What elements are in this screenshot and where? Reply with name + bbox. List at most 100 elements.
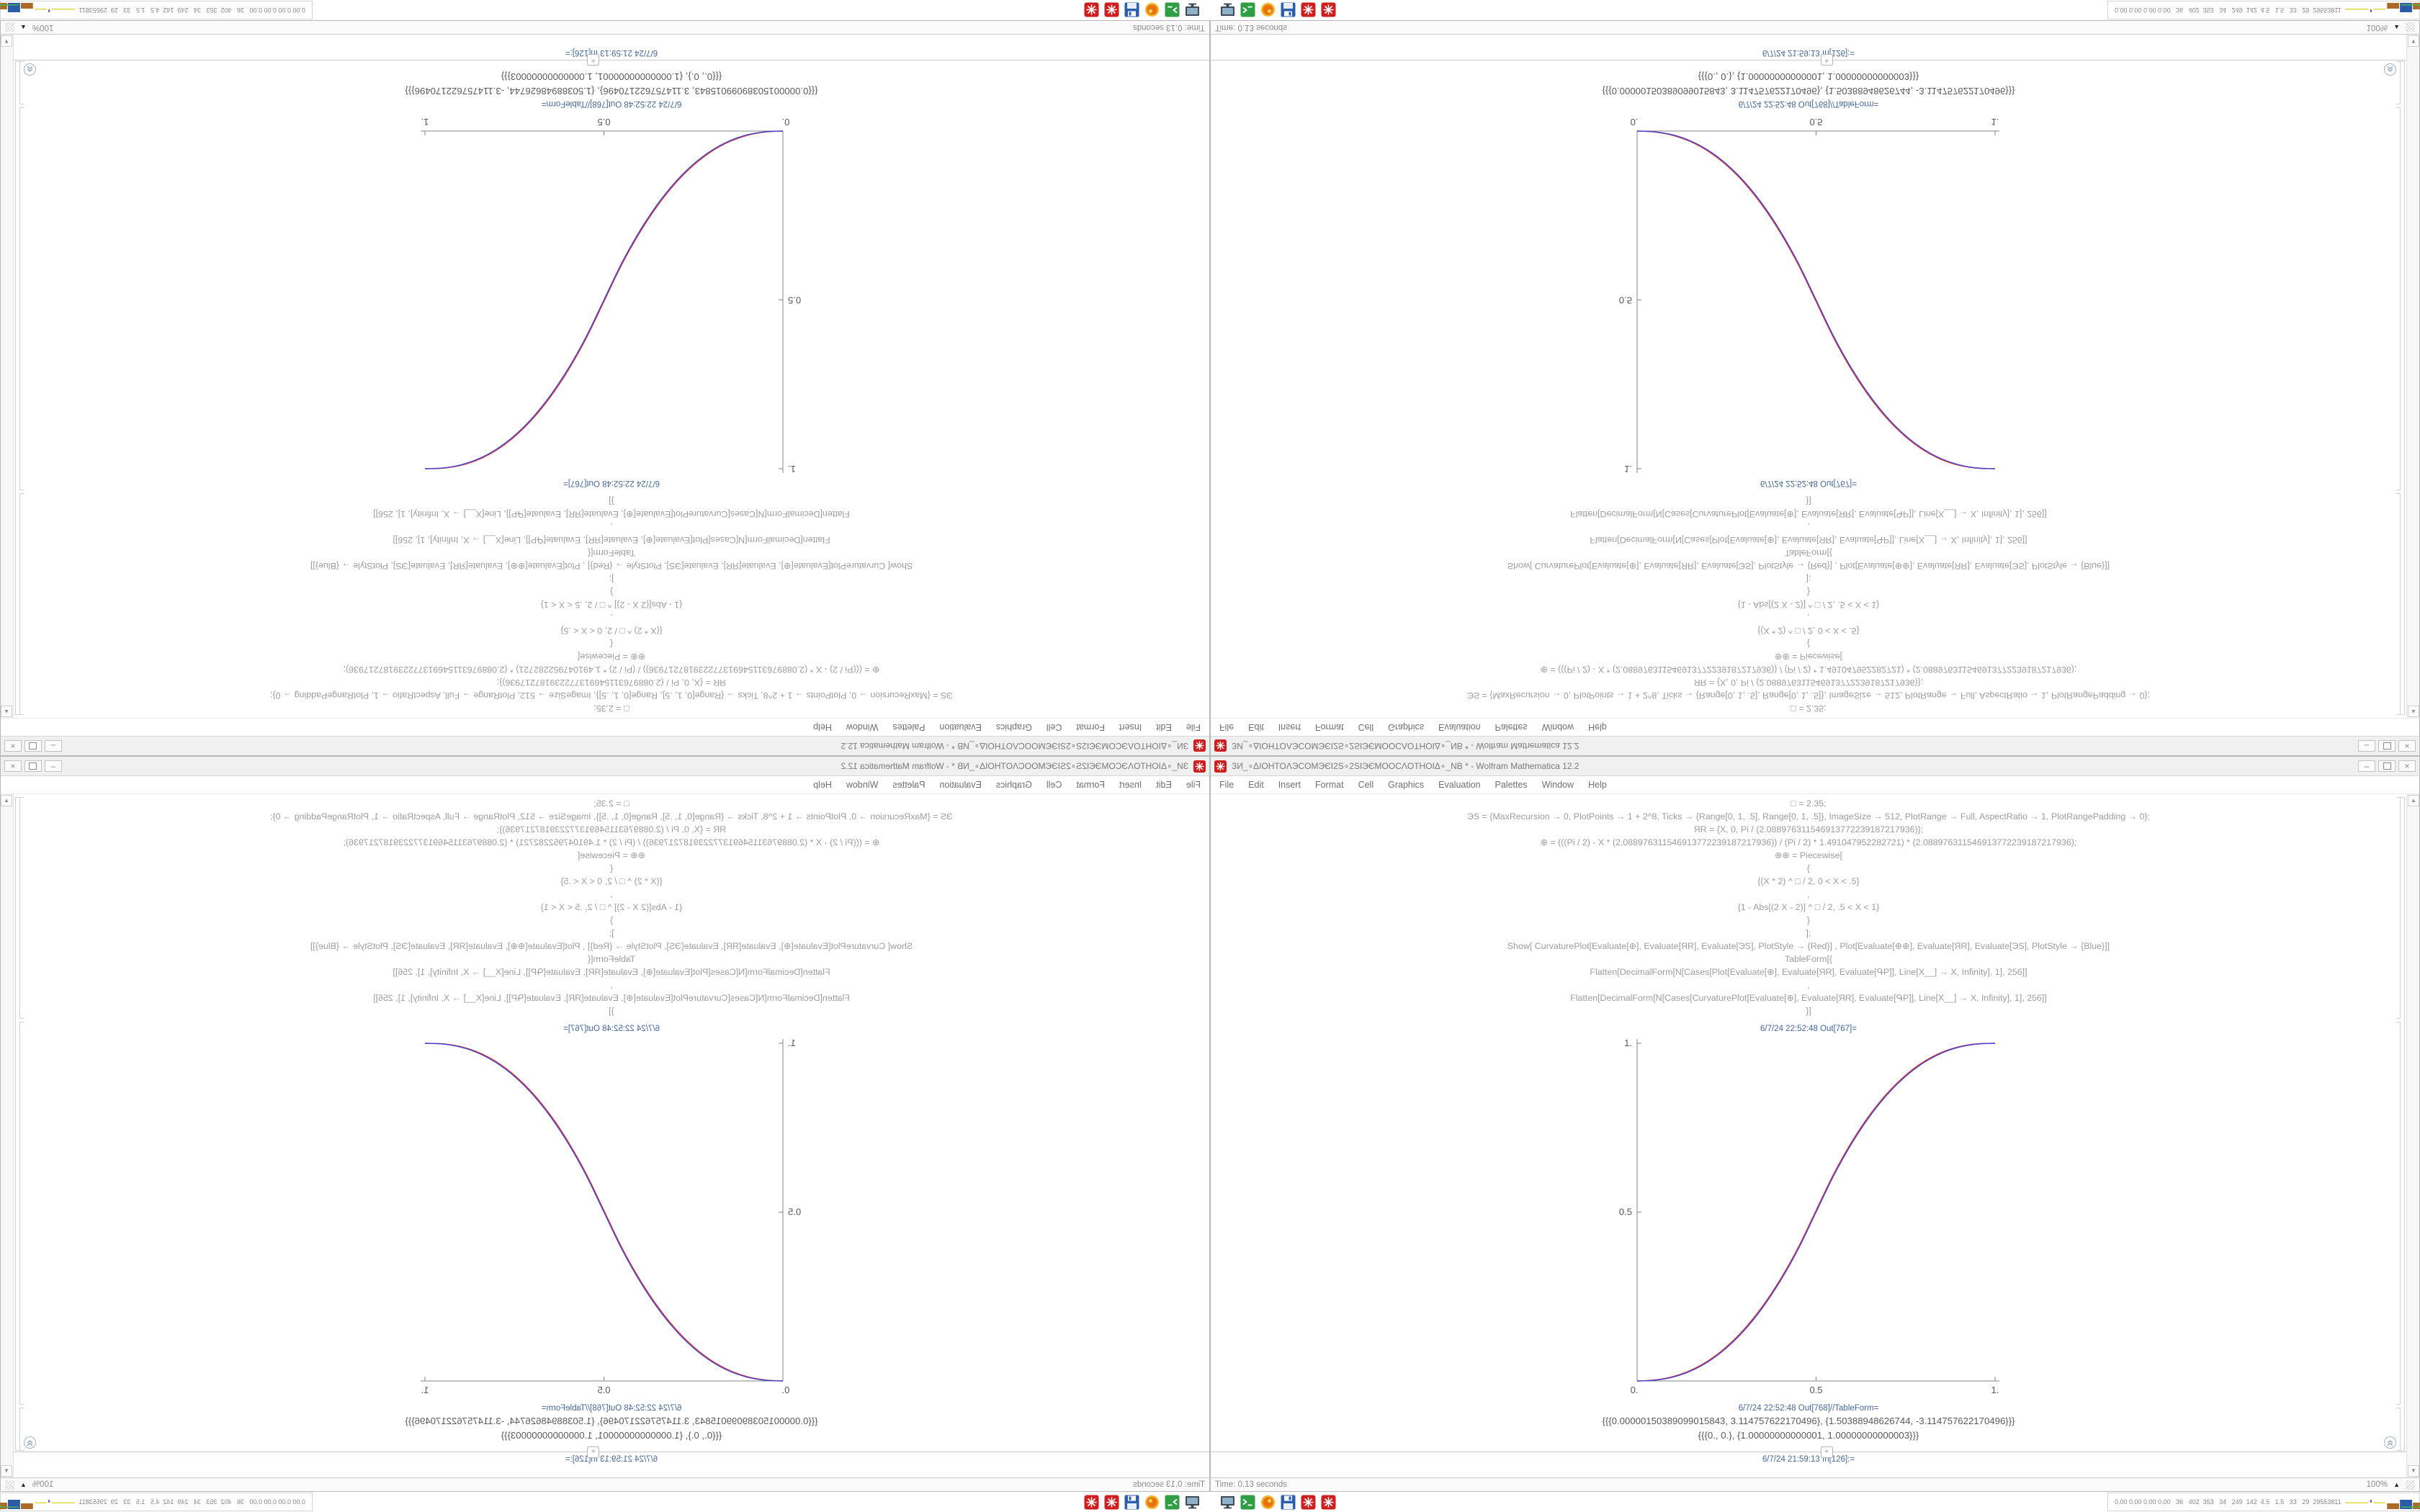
- menu-item[interactable]: Graphics: [995, 722, 1032, 732]
- code-line[interactable]: □ = 2.35;: [1791, 798, 1827, 809]
- cell-insertion-bar[interactable]: + 6/7/24 21:59:13 In[126]:=: [14, 41, 1209, 66]
- code-line[interactable]: ⊕⊕ = Piecewise[: [1774, 652, 1843, 662]
- menu-item[interactable]: Evaluation: [939, 722, 982, 732]
- menu-item[interactable]: Graphics: [995, 780, 1032, 790]
- menu-item[interactable]: Insert: [1119, 780, 1142, 790]
- menu-item[interactable]: File: [1219, 722, 1234, 732]
- zoom-menu-arrow-icon[interactable]: ▲: [20, 1481, 27, 1488]
- menu-item[interactable]: Window: [1541, 722, 1574, 732]
- code-line[interactable]: {(X * 2) ^ □ / 2, 0 < X < .5}: [1757, 876, 1860, 886]
- vertical-scrollbar[interactable]: ▲ ▼: [2406, 35, 2419, 718]
- menu-item[interactable]: Palettes: [1494, 780, 1528, 790]
- system-tray[interactable]: 0.00 0.00 0.00 0.00 36 402 353 34 249 14…: [0, 1, 313, 19]
- resize-grip[interactable]: [2406, 22, 2415, 32]
- cell-insertion-bar[interactable]: + 6/7/24 21:59:13 In[126]:=: [1211, 1446, 2406, 1471]
- menu-item[interactable]: File: [1186, 722, 1201, 732]
- code-line[interactable]: TableForm[{: [1784, 548, 1833, 558]
- scroll-down-button[interactable]: ▼: [1, 35, 12, 47]
- code-line[interactable]: ЭS = {MaxRecursion → 0, PlotPoints → 1 +…: [270, 811, 953, 822]
- menu-item[interactable]: Window: [846, 722, 879, 732]
- code-line[interactable]: {(X * 2) ^ □ / 2, 0 < X < .5}: [560, 626, 663, 636]
- taskbar-mathematica-icon-2[interactable]: [1321, 3, 1336, 18]
- cell-bracket-plot-output[interactable]: [19, 1022, 24, 1405]
- cell-insert-plus-button[interactable]: +: [1820, 1446, 1833, 1458]
- zoom-menu-arrow-icon[interactable]: ▲: [2393, 24, 2400, 31]
- code-line[interactable]: }: [609, 915, 614, 925]
- code-line[interactable]: □ = 2.35;: [593, 703, 629, 714]
- code-line[interactable]: ⊕ = (((Pi / 2) - X * (2.0889763115469137…: [343, 665, 880, 675]
- cell-insert-plus-button[interactable]: +: [587, 1446, 600, 1458]
- menu-item[interactable]: Cell: [1046, 722, 1062, 732]
- menu-item[interactable]: Palettes: [892, 780, 926, 790]
- zoom-level[interactable]: 100%: [32, 1480, 54, 1489]
- code-line[interactable]: ЭS = {MaxRecursion → 0, PlotPoints → 1 +…: [1467, 690, 2150, 701]
- cell-collapse-chevrons-icon[interactable]: [2384, 63, 2396, 76]
- taskbar-mathematica-icon[interactable]: [1104, 1495, 1119, 1510]
- menu-item[interactable]: Insert: [1119, 722, 1142, 732]
- code-line[interactable]: ЯR = {X, 0, Pi / (2.08897631154691377223…: [496, 678, 727, 688]
- zoom-menu-arrow-icon[interactable]: ▲: [2393, 1481, 2400, 1488]
- system-tray[interactable]: 0.00 0.00 0.00 0.00 36 402 353 34 249 14…: [2107, 1493, 2420, 1511]
- code-line[interactable]: Flatten[DecimalForm[N[Cases[CurvaturePlo…: [373, 509, 850, 519]
- code-line[interactable]: {1 - Abs[(2 X - 2)] ^ □ / 2, .5 < X < 1}: [540, 600, 683, 610]
- cell-group-bracket[interactable]: [15, 61, 19, 715]
- menu-item[interactable]: Graphics: [1388, 780, 1425, 790]
- code-line[interactable]: }]: [609, 496, 614, 506]
- cell-bracket-input[interactable]: [19, 493, 24, 715]
- scroll-up-button[interactable]: ▲: [1, 706, 12, 717]
- menu-item[interactable]: Cell: [1046, 780, 1062, 790]
- cell-collapse-chevrons-icon[interactable]: [24, 1436, 36, 1449]
- scroll-down-button[interactable]: ▼: [1, 1465, 12, 1477]
- vertical-scrollbar[interactable]: ▲ ▼: [2406, 794, 2419, 1477]
- menu-item[interactable]: Window: [1541, 780, 1574, 790]
- cell-bracket-table-output[interactable]: [19, 1408, 24, 1451]
- code-line[interactable]: ,: [610, 613, 613, 623]
- code-line[interactable]: ЯR = {X, 0, Pi / (2.08897631154691377223…: [1693, 678, 1924, 688]
- cell-group-bracket[interactable]: [2401, 797, 2405, 1451]
- scroll-up-button[interactable]: ▲: [2408, 795, 2419, 806]
- taskbar-terminal-icon[interactable]: [1240, 1495, 1255, 1510]
- code-line[interactable]: ⊕ = (((Pi / 2) - X * (2.0889763115469137…: [1540, 837, 2077, 847]
- scroll-up-button[interactable]: ▲: [2408, 706, 2419, 717]
- code-line[interactable]: □ = 2.35;: [1791, 703, 1827, 714]
- code-line[interactable]: ЯR = {X, 0, Pi / (2.08897631154691377223…: [496, 824, 727, 834]
- menu-item[interactable]: Palettes: [1494, 722, 1528, 732]
- minimize-button[interactable]: –: [45, 760, 62, 772]
- code-line[interactable]: Flatten[DecimalForm[N[Cases[CurvaturePlo…: [373, 993, 850, 1003]
- menu-item[interactable]: Cell: [1358, 780, 1374, 790]
- code-line[interactable]: ,: [1807, 889, 1810, 899]
- code-line[interactable]: {: [1806, 639, 1811, 649]
- code-line[interactable]: Flatten[DecimalForm[N[Cases[CurvaturePlo…: [1570, 993, 2047, 1003]
- taskbar-display-icon[interactable]: [1220, 3, 1235, 18]
- taskbar-display-icon[interactable]: [1220, 1495, 1235, 1510]
- window-titlebar[interactable]: ЗИ_∘ΔIOHTOΛЭCOMЭЄI2S∘2SIЭЄMOOCΛOTHOIΔ∘_N…: [1, 736, 1209, 755]
- taskbar-disk-icon[interactable]: [1281, 3, 1296, 18]
- code-line[interactable]: {(X * 2) ^ □ / 2, 0 < X < .5}: [560, 876, 663, 886]
- minimize-button[interactable]: –: [45, 740, 62, 752]
- menu-item[interactable]: Palettes: [892, 722, 926, 732]
- menu-item[interactable]: Format: [1076, 780, 1106, 790]
- code-line[interactable]: Show[ CurvaturePlot[Evaluate[⊕], Evaluat…: [310, 561, 913, 571]
- taskbar-display-icon[interactable]: [1185, 1495, 1200, 1510]
- menu-item[interactable]: Help: [1588, 780, 1607, 790]
- cell-insertion-bar[interactable]: + 6/7/24 21:59:13 In[126]:=: [14, 1446, 1209, 1471]
- code-line[interactable]: ];: [1806, 574, 1811, 584]
- code-line[interactable]: TableForm[{: [1784, 954, 1833, 964]
- maximize-button[interactable]: [24, 740, 42, 752]
- input-cell[interactable]: □ = 2.35; ЭS = {MaxRecursion → 0, PlotPoi…: [1211, 495, 2406, 718]
- code-line[interactable]: }]: [1806, 1006, 1811, 1016]
- taskbar-disk-icon[interactable]: [1124, 3, 1139, 18]
- menu-item[interactable]: Insert: [1278, 722, 1301, 732]
- code-line[interactable]: Show[ CurvaturePlot[Evaluate[⊕], Evaluat…: [1507, 941, 2110, 951]
- menu-item[interactable]: Evaluation: [939, 780, 982, 790]
- cell-bracket-plot-output[interactable]: [2396, 1022, 2401, 1405]
- code-line[interactable]: ⊕⊕ = Piecewise[: [577, 850, 646, 860]
- close-button[interactable]: ×: [2398, 740, 2416, 752]
- code-line[interactable]: }]: [609, 1006, 614, 1016]
- menu-item[interactable]: Edit: [1156, 780, 1172, 790]
- code-line[interactable]: Show[ CurvaturePlot[Evaluate[⊕], Evaluat…: [1507, 561, 2110, 571]
- code-line[interactable]: Flatten[DecimalForm[N[Cases[Plot[Evaluat…: [393, 535, 830, 545]
- zoom-level[interactable]: 100%: [2366, 23, 2388, 32]
- code-line[interactable]: ];: [1806, 928, 1811, 938]
- menu-item[interactable]: Evaluation: [1438, 722, 1481, 732]
